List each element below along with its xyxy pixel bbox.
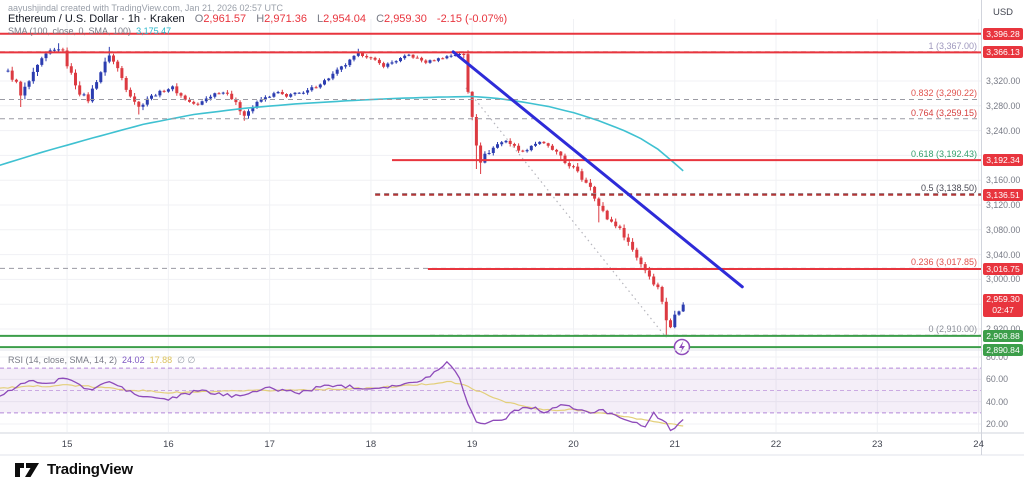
- time-axis[interactable]: [0, 433, 1024, 455]
- tradingview-logo-link[interactable]: TradingView: [14, 461, 133, 478]
- high-label: H: [256, 13, 265, 25]
- tradingview-logo-icon: [15, 462, 39, 477]
- rsi-label: RSI (14, close, SMA, 14, 2): [8, 355, 118, 365]
- symbol-title: Ethereum / U.S. Dollar · 1h · Kraken: [8, 13, 185, 25]
- rsi-empty-values: ∅ ∅: [177, 355, 196, 365]
- rsi-legend[interactable]: RSI (14, close, SMA, 14, 2) 24.02 17.88 ∅ ∅: [8, 355, 195, 366]
- close-value: 2,959.30: [384, 13, 427, 25]
- low-label: L: [317, 13, 324, 25]
- rsi-value: 24.02: [122, 355, 145, 365]
- symbol-legend[interactable]: Ethereum / U.S. Dollar · 1h · Kraken O2,…: [8, 13, 507, 25]
- rsi-sma-value: 17.88: [149, 355, 173, 365]
- currency-unit-button[interactable]: USD: [992, 7, 1014, 18]
- high-value: 2,971.36: [264, 13, 307, 25]
- event-marker-icon[interactable]: [673, 338, 691, 356]
- close-label: C: [376, 13, 385, 25]
- open-label: O: [194, 13, 204, 25]
- low-value: 2,954.04: [323, 13, 366, 25]
- sma-value: 3,175.47: [136, 26, 172, 36]
- sma-label: SMA (100, close, 0, SMA, 100): [8, 26, 132, 36]
- sma-legend[interactable]: SMA (100, close, 0, SMA, 100) 3,175.47: [8, 26, 171, 36]
- change-value: -2.15 (-0.07%): [436, 13, 508, 25]
- price-axis[interactable]: [982, 0, 1024, 433]
- open-value: 2,961.57: [203, 13, 247, 25]
- tradingview-brand-text: TradingView: [47, 461, 133, 478]
